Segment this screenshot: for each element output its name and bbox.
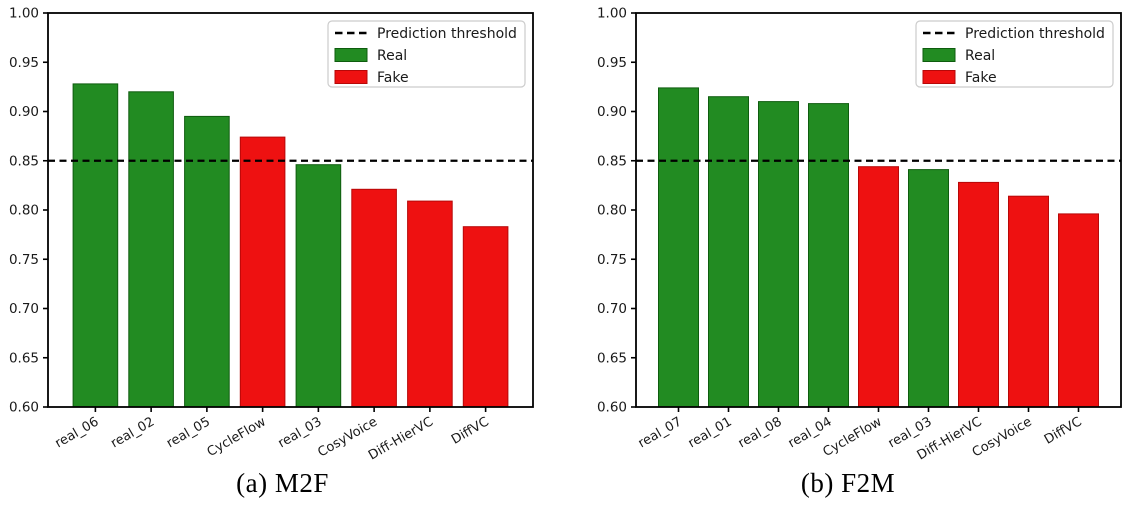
y-tick-label: 0.85 bbox=[597, 153, 627, 169]
bar-real_01 bbox=[708, 96, 749, 408]
y-tick-label: 0.60 bbox=[9, 400, 39, 416]
bar-real_06 bbox=[72, 83, 119, 408]
legend-swatch-real bbox=[922, 48, 956, 62]
y-tick-label: 0.85 bbox=[9, 153, 39, 169]
x-tick-label: DiffVC bbox=[449, 414, 492, 447]
y-tick-label: 0.65 bbox=[9, 350, 39, 366]
bar-DiffVC bbox=[1058, 213, 1099, 408]
legend: Prediction threshold Real Fake bbox=[327, 20, 526, 88]
x-tick-label: real_07 bbox=[636, 414, 685, 451]
legend: Prediction threshold Real Fake bbox=[915, 20, 1114, 88]
caption-m2f: (a) M2F bbox=[236, 468, 329, 498]
x-tick-label: real_06 bbox=[53, 414, 102, 451]
bar-CycleFlow bbox=[239, 136, 286, 408]
legend-label: Prediction threshold bbox=[965, 26, 1105, 42]
bar-real_04 bbox=[808, 103, 849, 408]
y-tick-label: 0.90 bbox=[9, 104, 39, 120]
bar-real_08 bbox=[758, 101, 799, 408]
legend-label: Prediction threshold bbox=[377, 26, 517, 42]
bar-real_02 bbox=[128, 91, 174, 408]
bar-real_05 bbox=[184, 115, 230, 408]
x-tick-label: real_08 bbox=[736, 414, 785, 451]
legend-label: Fake bbox=[377, 70, 409, 86]
bar-real_03 bbox=[295, 164, 342, 408]
y-tick-label: 0.75 bbox=[9, 252, 39, 268]
y-tick-label: 1.00 bbox=[9, 6, 39, 22]
bar-CosyVoice bbox=[1008, 195, 1049, 408]
x-tick-label: real_01 bbox=[686, 414, 735, 451]
bar-DiffVC bbox=[462, 226, 509, 408]
legend-label: Fake bbox=[965, 70, 997, 86]
legend-box bbox=[327, 20, 526, 88]
legend-label: Real bbox=[377, 48, 407, 64]
bar-Diff-HierVC bbox=[407, 200, 453, 408]
y-tick-label: 0.95 bbox=[9, 55, 39, 71]
y-tick-label: 1.00 bbox=[597, 6, 627, 22]
y-tick-label: 0.70 bbox=[9, 301, 39, 317]
x-tick-label: CycleFlow bbox=[205, 414, 269, 460]
caption-f2m: (b) F2M bbox=[800, 468, 896, 498]
legend-swatch-real bbox=[334, 48, 368, 62]
legend-label: Real bbox=[965, 48, 995, 64]
legend-swatch-fake bbox=[922, 70, 956, 84]
y-tick-label: 0.80 bbox=[597, 203, 627, 219]
bar-Diff-HierVC bbox=[958, 181, 999, 408]
bar-real_03 bbox=[908, 169, 949, 408]
y-tick-label: 0.75 bbox=[597, 252, 627, 268]
x-tick-label: DiffVC bbox=[1042, 414, 1085, 447]
y-tick-label: 0.90 bbox=[597, 104, 627, 120]
y-tick-label: 0.80 bbox=[9, 203, 39, 219]
bar-real_07 bbox=[658, 87, 699, 408]
y-tick-label: 0.70 bbox=[597, 301, 627, 317]
y-tick-label: 0.60 bbox=[597, 400, 627, 416]
bar-CosyVoice bbox=[351, 188, 397, 408]
legend-swatch-fake bbox=[334, 70, 368, 84]
y-tick-label: 0.95 bbox=[597, 55, 627, 71]
legend-box bbox=[915, 20, 1114, 88]
y-tick-label: 0.65 bbox=[597, 350, 627, 366]
bar-CycleFlow bbox=[858, 166, 899, 408]
x-tick-label: real_02 bbox=[108, 414, 157, 451]
